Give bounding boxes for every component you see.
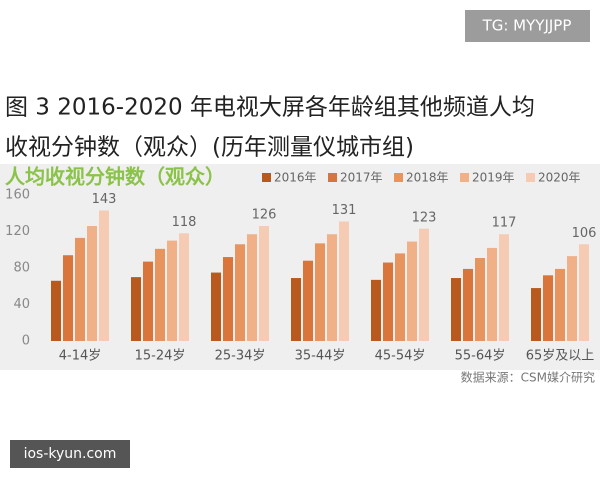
- bar: [75, 237, 85, 341]
- bar: [395, 253, 405, 341]
- watermark-box: [465, 10, 590, 42]
- bar: [419, 228, 429, 341]
- legend-swatch: [328, 173, 337, 182]
- bar: [235, 244, 245, 341]
- y-tick-label: 80: [13, 261, 30, 276]
- bar: [487, 247, 497, 341]
- x-tick-label: 65岁及以上: [526, 349, 595, 364]
- bar: [99, 210, 109, 341]
- bar: [579, 244, 589, 341]
- legend-swatch: [262, 173, 271, 182]
- bar: [451, 278, 461, 341]
- bar: [339, 221, 349, 341]
- bar: [543, 275, 553, 341]
- bar: [531, 288, 541, 341]
- legend-label: 2018年: [406, 171, 449, 185]
- x-tick-label: 25-34岁: [215, 349, 266, 364]
- bar: [371, 279, 381, 341]
- value-label: 126: [252, 208, 277, 223]
- bar: [315, 243, 325, 341]
- bar: [247, 234, 257, 341]
- x-tick-label: 55-64岁: [455, 349, 506, 364]
- value-label: 118: [172, 215, 197, 230]
- source: 数据来源：CSM媒介研究: [461, 370, 595, 385]
- legend-label: 2016年: [274, 171, 317, 185]
- bar: [131, 277, 141, 341]
- chart-title: 图 3 2016-2020 年电视大屏各年龄组其他频道人均: [5, 95, 535, 121]
- bar: [291, 278, 301, 341]
- value-label: 106: [572, 226, 597, 241]
- x-tick-label: 15-24岁: [135, 349, 186, 364]
- bar: [463, 268, 473, 341]
- y-tick-label: 40: [13, 297, 30, 312]
- y-tick-label: 160: [5, 188, 30, 203]
- bar: [51, 280, 61, 341]
- bar: [143, 261, 153, 341]
- x-tick-label: 4-14岁: [59, 349, 102, 364]
- bar: [303, 260, 313, 341]
- y-tick-label: 120: [5, 224, 30, 239]
- bar: [555, 268, 565, 341]
- value-label: 143: [92, 192, 117, 207]
- bar: [179, 233, 189, 341]
- legend-swatch: [460, 173, 469, 182]
- bar: [211, 272, 221, 341]
- subtitle: 人均收视分钟数（观众）: [5, 165, 225, 189]
- legend-label: 2019年: [472, 171, 515, 185]
- bar: [167, 240, 177, 341]
- bar: [223, 257, 233, 341]
- bar: [259, 226, 269, 341]
- bar: [407, 241, 417, 341]
- bar: [87, 226, 97, 341]
- legend-swatch: [394, 173, 403, 182]
- bar: [567, 256, 577, 341]
- x-tick-label: 35-44岁: [295, 349, 346, 364]
- y-tick-label: 0: [22, 334, 30, 349]
- value-label: 123: [412, 210, 437, 225]
- value-label: 131: [332, 203, 357, 218]
- bar: [327, 234, 337, 341]
- bar: [383, 262, 393, 341]
- legend-swatch: [526, 173, 535, 182]
- watermark: ios-kyun.com: [24, 446, 117, 462]
- bar: [499, 234, 509, 341]
- watermark: TG: MYYJJPP: [482, 17, 572, 35]
- x-tick-label: 45-54岁: [375, 349, 426, 364]
- legend-label: 2020年: [538, 171, 581, 185]
- watermark-box: [10, 440, 130, 468]
- bar: [63, 255, 73, 341]
- bar: [155, 248, 165, 341]
- chart-title: 收视分钟数（观众）(历年测量仪城市组): [5, 135, 414, 161]
- bar: [475, 257, 485, 341]
- value-label: 117: [492, 216, 517, 231]
- legend-label: 2017年: [340, 171, 383, 185]
